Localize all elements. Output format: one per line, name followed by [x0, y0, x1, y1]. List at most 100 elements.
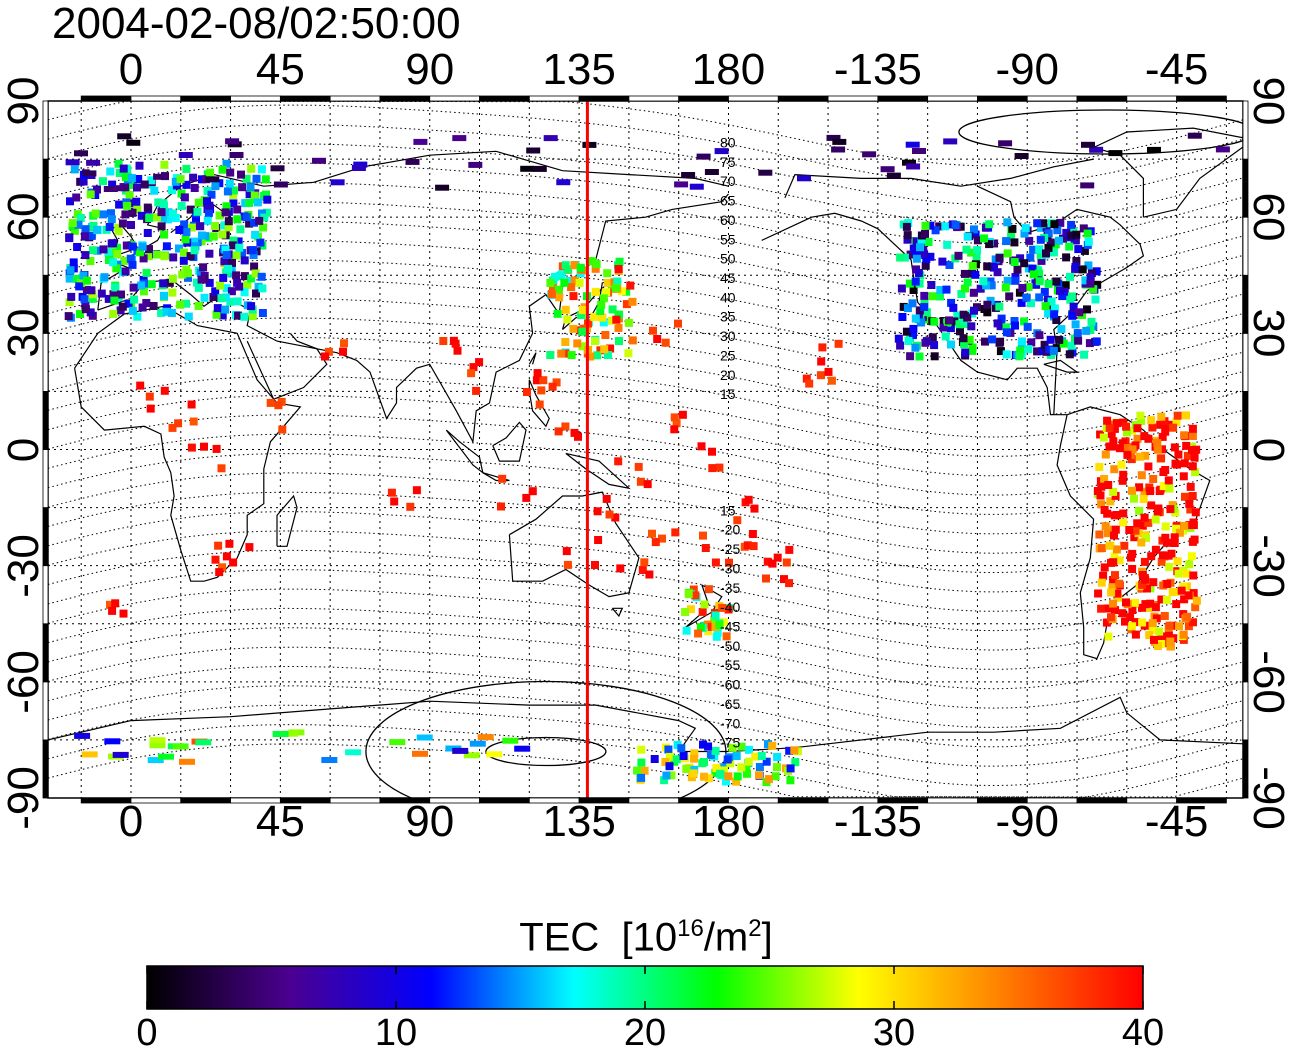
- frame-tick: [230, 95, 281, 102]
- frame-tick: [1242, 565, 1249, 625]
- tec-cell: [1174, 450, 1183, 459]
- tec-cell: [763, 557, 772, 566]
- tec-cell: [232, 251, 241, 260]
- tec-cell: [222, 251, 231, 259]
- tec-cell: [922, 337, 931, 346]
- tec-cell: [1166, 637, 1175, 646]
- tec-cell: [902, 222, 911, 231]
- tec-cell: [643, 480, 652, 489]
- tec-cell: [74, 732, 91, 739]
- tec-cell: [206, 168, 215, 177]
- tec-cell: [324, 347, 333, 356]
- tec-cell: [439, 337, 448, 345]
- tec-cell: [919, 249, 928, 258]
- tec-cell: [1002, 350, 1011, 359]
- tec-cell: [217, 464, 226, 473]
- tec-cell: [988, 262, 997, 271]
- tec-cell: [1184, 622, 1193, 631]
- tec-cell: [1039, 219, 1048, 228]
- tec-cell: [205, 201, 214, 210]
- tec-cell: [912, 254, 921, 263]
- tec-cell: [1140, 487, 1149, 496]
- tec-cell: [1119, 518, 1128, 527]
- tec-cell: [1172, 600, 1181, 609]
- tec-cell: [1099, 433, 1108, 442]
- tec-cell: [126, 254, 135, 263]
- tec-cell: [1094, 589, 1103, 598]
- frame-tick: [42, 623, 49, 683]
- tec-cell: [1153, 439, 1162, 447]
- tec-cell: [1159, 551, 1167, 560]
- tec-cell: [1182, 411, 1190, 420]
- tec-cell: [1119, 470, 1128, 479]
- frame-tick: [42, 507, 49, 567]
- tec-cell: [896, 341, 905, 350]
- tec-cell: [1086, 273, 1095, 282]
- tec-cell: [1040, 287, 1049, 296]
- tec-cell: [764, 740, 772, 749]
- tec-cell: [225, 138, 240, 145]
- tec-cell: [1190, 453, 1199, 462]
- tec-cell: [1036, 235, 1045, 244]
- tec-cell: [196, 222, 205, 231]
- tec-cell: [603, 269, 612, 278]
- contour-label: -70: [720, 715, 740, 731]
- tec-cell: [99, 177, 107, 186]
- coastline: [1091, 127, 1243, 218]
- tec-cell: [930, 352, 939, 361]
- tec-cell: [1002, 237, 1011, 246]
- tec-cell: [762, 757, 771, 766]
- tec-cell: [1128, 486, 1136, 495]
- contour-label: 15: [720, 502, 736, 518]
- tec-cell: [1163, 579, 1172, 588]
- tec-cell: [535, 400, 544, 409]
- tec-cell: [768, 559, 777, 568]
- tec-cell: [221, 245, 230, 254]
- tec-cell: [255, 216, 264, 225]
- tec-cell: [1093, 280, 1102, 289]
- coastline: [48, 696, 1243, 753]
- tec-cell: [557, 349, 566, 358]
- tec-cell: [562, 547, 571, 556]
- tec-cell: [1147, 146, 1161, 153]
- tec-cell: [1130, 598, 1139, 607]
- tec-cell: [1066, 295, 1075, 304]
- tec-cell: [570, 261, 579, 270]
- tec-cell: [903, 231, 912, 240]
- tec-cell: [711, 768, 720, 777]
- tec-cell: [217, 294, 226, 303]
- tec-cell: [1126, 613, 1135, 622]
- tec-cell: [205, 278, 214, 287]
- tec-cell: [258, 284, 267, 293]
- tec-cell: [664, 745, 673, 754]
- tec-cell: [681, 172, 696, 178]
- tec-cell: [135, 161, 144, 170]
- tec-cell: [1174, 569, 1183, 578]
- tec-cell: [927, 281, 936, 289]
- tec-cell: [1127, 553, 1135, 562]
- tec-cell: [1089, 285, 1098, 294]
- tec-cell: [127, 221, 135, 229]
- tec-cell: [215, 568, 224, 577]
- tec-cell: [724, 772, 733, 781]
- tec-cell: [700, 772, 708, 781]
- tec-cell: [142, 268, 151, 277]
- tec-cell: [118, 302, 127, 311]
- tec-cell: [1022, 293, 1031, 302]
- tec-cell: [670, 413, 679, 422]
- tec-cell: [785, 746, 794, 755]
- tec-cell: [997, 314, 1006, 323]
- tec-cell: [157, 208, 166, 217]
- tec-cell: [690, 754, 699, 763]
- tec-cell: [963, 278, 972, 287]
- tec-cell: [452, 135, 467, 142]
- tec-cell: [1015, 352, 1024, 361]
- tec-cell: [578, 327, 587, 336]
- tec-cell: [477, 734, 494, 741]
- tec-cell: [1058, 292, 1067, 301]
- tec-cell: [1097, 604, 1106, 613]
- tec-cell: [1086, 279, 1095, 288]
- tec-cell: [80, 295, 89, 304]
- tec-cell: [985, 240, 994, 249]
- tec-cell: [136, 381, 145, 390]
